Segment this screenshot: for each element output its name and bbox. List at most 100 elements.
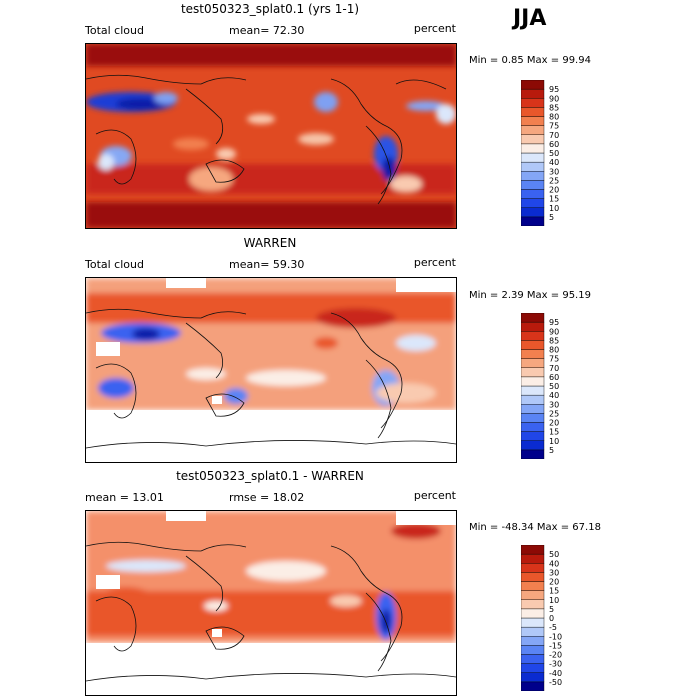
panel3-colorbar-bin (520, 654, 545, 664)
panel3-colorbar-tick-label: -15 (549, 641, 562, 650)
panel3-title: test050323_splat0.1 - WARREN (176, 469, 364, 483)
panel3-units-label: percent (413, 489, 456, 502)
panel2-colorbar-tick-label: 10 (549, 437, 559, 446)
panel3-colorbar-tick-label: -50 (549, 678, 562, 687)
panel1-mean-label: mean= 72.30 (229, 24, 305, 37)
panel2-colorbar-tick-label: 20 (549, 419, 559, 428)
panel3-colorbar-tick-label: 5 (549, 605, 554, 614)
panel1-colorbar-bin (520, 161, 545, 172)
panel1-colorbar-bin (520, 116, 545, 126)
panel1-colorbar-tick-label: 75 (549, 122, 559, 131)
panel2-units-label: percent (413, 256, 456, 269)
panel1-colorbar-tick-label: 30 (549, 167, 559, 176)
panel3-colorbar-tick-label: 0 (549, 614, 554, 623)
panel1-colorbar-bin (520, 143, 545, 154)
panel3-colorbar-bin (520, 681, 545, 692)
panel1-map (85, 43, 457, 229)
panel3-colorbar-tick-label: 30 (549, 568, 559, 577)
panel2-colorbar-bin (520, 440, 545, 451)
panel1-colorbar-bin (520, 88, 545, 99)
panel2-colorbar-bin (520, 413, 545, 423)
panel3-colorbar-bin (520, 563, 545, 573)
panel1-colorbar-tick-label: 40 (549, 158, 559, 167)
panel3-colorbar-tick-label: -30 (549, 660, 562, 669)
panel1-colorbar-bin (520, 207, 545, 218)
panel2-colorbar-bin (520, 376, 545, 387)
panel3-colorbar-bin (520, 617, 545, 628)
panel2-variable-label: Total cloud (85, 258, 144, 271)
panel3-rmse-label: rmse = 18.02 (229, 491, 305, 504)
panel3-mean-label: mean = 13.01 (85, 491, 164, 504)
panel2-colorbar-tick-label: 50 (549, 382, 559, 391)
panel1-colorbar-bin (520, 107, 545, 117)
panel3-colorbar-bin (520, 544, 545, 555)
panel1-colorbar-bin (520, 216, 545, 227)
panel1-colorbar-bin (520, 98, 545, 108)
panel3-colorbar-bin (520, 572, 545, 582)
panel1-colorbar-tick-label: 70 (549, 131, 559, 140)
panel3-colorbar-tick-label: 15 (549, 587, 559, 596)
panel3-colorbar-tick-label: 40 (549, 559, 559, 568)
panel2-colorbar-bin (520, 321, 545, 332)
panel3-colorbar: -50 -40 -30 -20 -15 -10 -5 0 5 10 15 20 30 40 50 (520, 544, 562, 692)
panel3-map (85, 510, 457, 696)
panel1-colorbar-bin (520, 189, 545, 199)
panel3-colorbar-bin (520, 599, 545, 610)
panel1-units-label: percent (413, 22, 456, 35)
panel3-colorbar-bin (520, 590, 545, 600)
panel2-colorbar-tick-label: 30 (549, 400, 559, 409)
panel1-map-svg (86, 44, 456, 228)
panel1-colorbar-bin (520, 198, 545, 208)
panel3-colorbar-tick-label: -40 (549, 669, 562, 678)
panel3-colorbar-bin (520, 581, 545, 591)
panel1-colorbar-bin (520, 171, 545, 181)
panel2-colorbar-tick-label: 25 (549, 409, 559, 418)
panel1-colorbar-bin (520, 134, 545, 145)
panel2-title: WARREN (243, 236, 297, 250)
panel3-colorbar-tick-label: -20 (549, 651, 562, 660)
panel2-colorbar-bin (520, 331, 545, 341)
panel2-colorbar-bin (520, 349, 545, 359)
panel1-colorbar-tick-label: 95 (549, 85, 559, 94)
panel2-colorbar-tick-label: 40 (549, 391, 559, 400)
panel2-colorbar-tick-label: 90 (549, 327, 559, 336)
panel3-colorbar-tick-label: 50 (549, 550, 559, 559)
panel2-colorbar: 5 10 15 20 25 30 40 50 60 70 75 80 85 90 95 (520, 312, 559, 460)
panel2-colorbar-bin (520, 358, 545, 368)
panel2-colorbar-bin (520, 449, 545, 460)
panel1-colorbar-tick-label: 60 (549, 140, 559, 149)
panel1-coastlines (86, 74, 447, 205)
season-label: JJA (513, 6, 547, 31)
panel2-colorbar-tick-label: 75 (549, 355, 559, 364)
panel1-colorbar-tick-label: 80 (549, 113, 559, 122)
panel3-colorbar-bin (520, 553, 545, 564)
panel1-colorbar-tick-label: 20 (549, 186, 559, 195)
panel2-mean-label: mean= 59.30 (229, 258, 305, 271)
panel2-colorbar-bin (520, 404, 545, 414)
panel3-colorbar-bin (520, 672, 545, 683)
panel1-colorbar-tick-label: 15 (549, 195, 559, 204)
panel2-colorbar-tick-label: 95 (549, 318, 559, 327)
panel1-minmax: Min = 0.85 Max = 99.94 (469, 55, 591, 66)
panel3-colorbar-bin (520, 608, 545, 619)
panel2-map-svg (86, 278, 456, 462)
panel1-colorbar-bin (520, 180, 545, 190)
panel2-colorbar-bin (520, 367, 545, 378)
panel2-colorbar-bin (520, 394, 545, 405)
panel2-minmax: Min = 2.39 Max = 95.19 (469, 290, 591, 301)
panel3-colorbar-bin (520, 626, 545, 637)
panel2-colorbar-tick-label: 60 (549, 373, 559, 382)
panel2-colorbar-bin (520, 385, 545, 396)
panel3-coastlines (86, 541, 456, 682)
panel1-colorbar-tick-label: 10 (549, 204, 559, 213)
panel2-colorbar-bin (520, 312, 545, 323)
panel2-map (85, 277, 457, 463)
panel3-map-svg (86, 511, 456, 695)
panel3-colorbar-bin (520, 636, 545, 646)
panel2-coastlines (86, 308, 456, 449)
panel2-colorbar-bin (520, 422, 545, 432)
panel3-colorbar-tick-label: -5 (549, 623, 557, 632)
panel3-colorbar-tick-label: 20 (549, 578, 559, 587)
